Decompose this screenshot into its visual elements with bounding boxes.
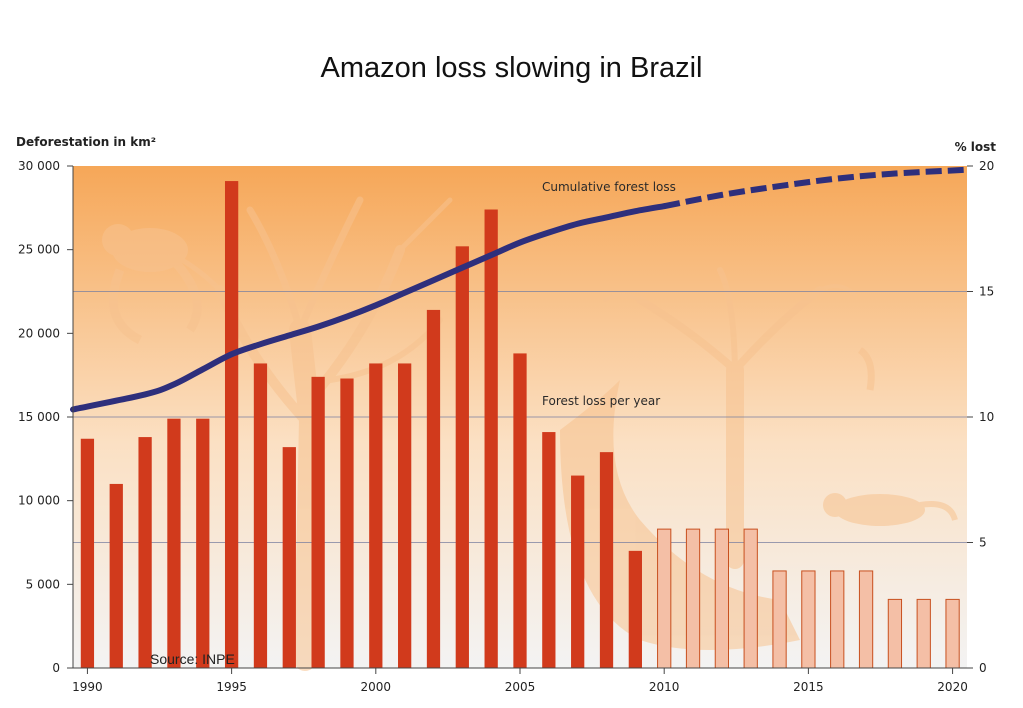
bar-2009 — [628, 550, 642, 668]
x-tick-label: 2010 — [649, 680, 680, 694]
y2-tick-label: 20 — [979, 159, 994, 173]
bar-2008 — [599, 452, 614, 668]
bar-2000 — [369, 363, 383, 668]
projected-bar-2019 — [916, 598, 931, 669]
y2-tick-label: 5 — [979, 536, 987, 550]
bar-2006 — [542, 432, 556, 668]
projected-bar-2020 — [945, 598, 960, 669]
bar-1993 — [167, 418, 181, 668]
bar-2003 — [455, 246, 469, 668]
cumulative-line-projected — [663, 166, 968, 210]
y2-tick-label: 10 — [979, 410, 994, 424]
projected-bar-2016 — [830, 570, 845, 669]
monkey-silhouette — [102, 224, 202, 345]
projected-bar-2012 — [714, 528, 730, 669]
cumulative-line — [70, 203, 668, 413]
cumulative-series-label: Cumulative forest loss — [542, 180, 676, 194]
bar-1998 — [311, 376, 325, 668]
bar-1994 — [196, 418, 210, 668]
x-tick-label: 2015 — [793, 680, 824, 694]
y-tick-label: 25 000 — [18, 243, 60, 257]
source-note: Source: INPE — [150, 651, 235, 667]
projected-bar-2018 — [887, 598, 903, 669]
bar-1999 — [340, 378, 354, 668]
cumulative-line-layer — [70, 166, 968, 413]
bar-1995 — [224, 181, 239, 668]
y-tick-label: 30 000 — [18, 159, 60, 173]
bars-series-label: Forest loss per year — [542, 394, 660, 408]
x-tick-label: 2020 — [937, 680, 968, 694]
bar-1991 — [109, 483, 123, 668]
x-tick-label: 2005 — [505, 680, 536, 694]
bar-1997 — [282, 447, 296, 668]
page-title: Amazon loss slowing in Brazil — [320, 52, 703, 84]
bird-silhouette — [857, 347, 875, 391]
y-tick-label: 10 000 — [18, 494, 60, 508]
y2-axis-title: % lost — [955, 140, 997, 154]
projected-bar-2017 — [858, 570, 874, 669]
y2-tick-label: 15 — [979, 285, 994, 299]
projected-bar-2010 — [657, 528, 672, 669]
projected-loss-bars — [657, 528, 960, 669]
jaguar-silhouette — [823, 493, 958, 526]
forest-loss-bars — [80, 181, 642, 669]
y2-tick-label: 0 — [979, 661, 987, 675]
projected-bar-2015 — [801, 570, 816, 669]
tree-silhouette — [603, 267, 857, 569]
x-tick-label: 1990 — [72, 680, 103, 694]
projected-bar-2011 — [685, 528, 701, 669]
bar-2007 — [571, 475, 585, 668]
y-tick-label: 0 — [52, 661, 60, 675]
y-tick-label: 15 000 — [18, 410, 60, 424]
bar-1996 — [253, 363, 268, 668]
bar-2004 — [484, 209, 498, 669]
y-tick-label: 5 000 — [26, 577, 60, 591]
bar-2002 — [426, 309, 441, 668]
x-tick-label: 2000 — [361, 680, 392, 694]
y2-axis-ticks: 20 15 10 5 0 — [967, 159, 994, 675]
y-axis-title: Deforestation in km² — [16, 135, 156, 149]
y-tick-label: 20 000 — [18, 326, 60, 340]
x-axis-ticks: 1990 1995 2000 2005 2010 2015 2020 — [72, 668, 968, 694]
landscape-silhouette — [560, 380, 800, 650]
projected-bar-2013 — [743, 528, 758, 669]
y-axis-ticks: 30 000 25 000 20 000 15 000 10 000 5 000 0 — [18, 159, 73, 675]
projected-bar-2014 — [772, 570, 787, 669]
bar-2001 — [398, 363, 412, 668]
bar-1992 — [138, 437, 152, 668]
bar-2005 — [513, 353, 527, 668]
x-tick-label: 1995 — [216, 680, 247, 694]
bar-1990 — [80, 438, 95, 668]
